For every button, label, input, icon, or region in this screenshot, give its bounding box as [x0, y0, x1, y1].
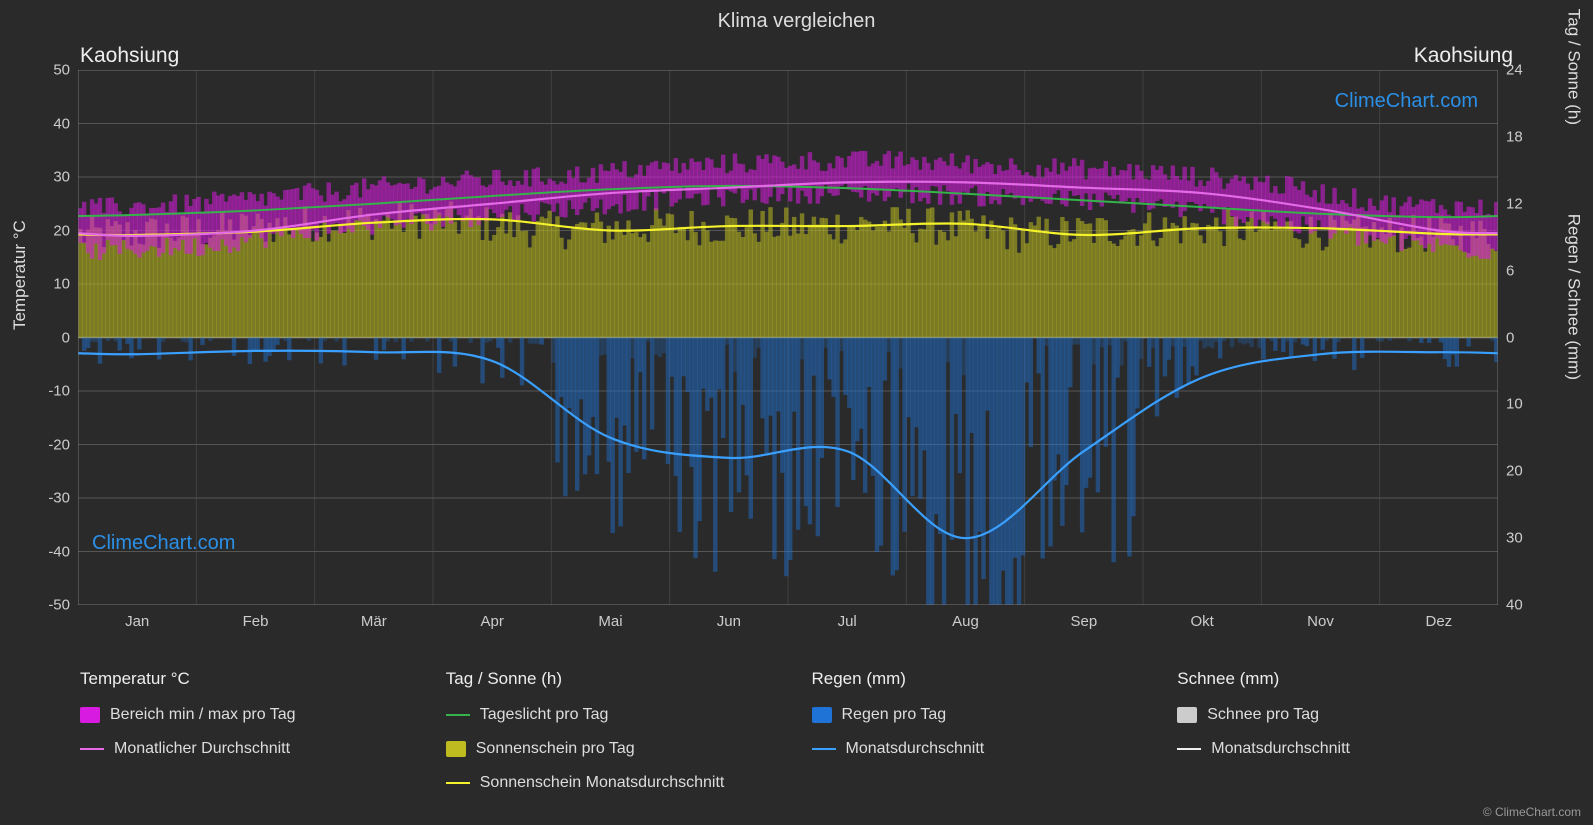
swatch-line-icon	[80, 748, 104, 750]
city-label-left: Kaohsiung	[80, 44, 179, 68]
legend-group: Schnee (mm) Schnee pro Tag Monatsdurchschn…	[1177, 669, 1513, 807]
legend-item: Bereich min / max pro Tag	[80, 705, 416, 725]
city-label-right: Kaohsiung	[1414, 44, 1513, 68]
legend-item: Monatsdurchschnitt	[812, 739, 1148, 759]
chart-title: Klima vergleichen	[0, 10, 1593, 33]
y-axis-left-label: Temperatur °C	[10, 220, 30, 330]
swatch-line-icon	[812, 748, 836, 750]
legend-group: Temperatur °C Bereich min / max pro Tag Mo…	[80, 669, 416, 807]
logo-icon: ClimeChart.com	[1335, 90, 1478, 113]
plot-area: 50403020100-10-20-30-40-5024181260102030…	[78, 70, 1498, 605]
ytick-right-bottom: 40	[1506, 597, 1523, 614]
legend-item: Sonnenschein Monatsdurchschnitt	[446, 773, 782, 793]
watermark: ClimeChart.com	[1335, 90, 1484, 113]
swatch-fill-icon	[812, 707, 832, 723]
xtick: Jan	[125, 613, 149, 630]
xtick: Jul	[838, 613, 857, 630]
xtick: Dez	[1425, 613, 1452, 630]
rain-fill	[82, 338, 1498, 606]
xtick: Jun	[717, 613, 741, 630]
ytick-right-bottom: 30	[1506, 530, 1523, 547]
ytick-left: -20	[48, 436, 70, 453]
legend-header: Temperatur °C	[80, 669, 416, 689]
ytick-left: 10	[53, 276, 70, 293]
legend-group: Regen (mm) Regen pro Tag Monatsdurchschnit…	[812, 669, 1148, 807]
swatch-fill-icon	[80, 707, 100, 723]
legend-label: Bereich min / max pro Tag	[110, 706, 296, 724]
legend-label: Sonnenschein pro Tag	[476, 740, 635, 758]
ytick-left: -10	[48, 383, 70, 400]
legend-label: Regen pro Tag	[842, 706, 947, 724]
ytick-right-top: 0	[1506, 329, 1514, 346]
ytick-left: 20	[53, 222, 70, 239]
chart-container: Klima vergleichen Kaohsiung Kaohsiung Te…	[0, 0, 1593, 825]
ytick-right-top: 12	[1506, 195, 1523, 212]
ytick-left: -30	[48, 490, 70, 507]
legend-header: Schnee (mm)	[1177, 669, 1513, 689]
ytick-left: -40	[48, 543, 70, 560]
swatch-line-icon	[446, 714, 470, 716]
legend-header: Regen (mm)	[812, 669, 1148, 689]
swatch-line-icon	[1177, 748, 1201, 750]
ytick-left: 0	[62, 329, 70, 346]
legend-label: Schnee pro Tag	[1207, 706, 1319, 724]
ytick-left: 40	[53, 115, 70, 132]
legend-item: Schnee pro Tag	[1177, 705, 1513, 725]
chart-svg	[78, 70, 1498, 605]
legend-group: Tag / Sonne (h) Tageslicht pro Tag Sonnens…	[446, 669, 782, 807]
xtick: Okt	[1190, 613, 1213, 630]
ytick-right-top: 6	[1506, 262, 1514, 279]
xtick: Feb	[243, 613, 269, 630]
ytick-left: -50	[48, 597, 70, 614]
y-axis-right-bottom-label: Regen / Schnee (mm)	[1563, 214, 1583, 380]
xtick: Sep	[1070, 613, 1097, 630]
ytick-right-top: 18	[1506, 128, 1523, 145]
watermark: ClimeChart.com	[92, 532, 241, 555]
copyright: © ClimeChart.com	[1483, 805, 1581, 819]
legend-item: Monatsdurchschnitt	[1177, 739, 1513, 759]
swatch-fill-icon	[446, 741, 466, 757]
legend-item: Tageslicht pro Tag	[446, 705, 782, 725]
legend-label: Tageslicht pro Tag	[480, 706, 609, 724]
ytick-right-bottom: 20	[1506, 463, 1523, 480]
legend-header: Tag / Sonne (h)	[446, 669, 782, 689]
swatch-line-icon	[446, 782, 470, 784]
legend-label: Monatsdurchschnitt	[1211, 740, 1350, 758]
ytick-left: 50	[53, 62, 70, 79]
logo-icon: ClimeChart.com	[92, 532, 235, 555]
ytick-left: 30	[53, 169, 70, 186]
y-axis-right-top-label: Tag / Sonne (h)	[1563, 9, 1583, 125]
legend-item: Monatlicher Durchschnitt	[80, 739, 416, 759]
xtick: Mai	[598, 613, 622, 630]
xtick: Aug	[952, 613, 979, 630]
swatch-fill-icon	[1177, 707, 1197, 723]
xtick: Mär	[361, 613, 387, 630]
legend-label: Monatsdurchschnitt	[846, 740, 985, 758]
ytick-right-bottom: 10	[1506, 396, 1523, 413]
legend-item: Regen pro Tag	[812, 705, 1148, 725]
xtick: Apr	[480, 613, 503, 630]
xtick: Nov	[1307, 613, 1334, 630]
ytick-right-top: 24	[1506, 62, 1523, 79]
legend-label: Monatlicher Durchschnitt	[114, 740, 290, 758]
legend-item: Sonnenschein pro Tag	[446, 739, 782, 759]
legend-label: Sonnenschein Monatsdurchschnitt	[480, 774, 725, 792]
legend: Temperatur °C Bereich min / max pro Tag Mo…	[80, 669, 1513, 807]
